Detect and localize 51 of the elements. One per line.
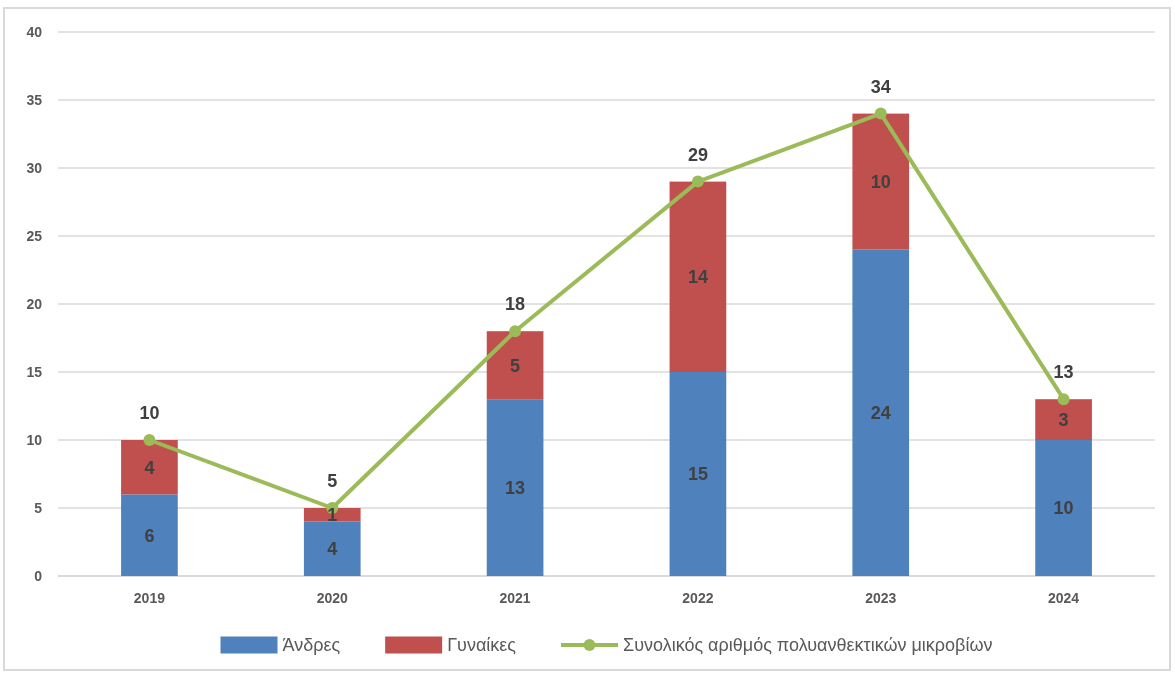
data-label: 29 [687,144,708,165]
x-tick-label: 2024 [1048,590,1080,606]
data-label: 4 [327,539,338,560]
data-label: 24 [870,403,891,424]
bar [486,399,544,576]
point [691,175,704,188]
data-label: 15 [687,464,708,485]
y-tick-label: 20 [26,295,43,312]
y-tick-label: 0 [34,567,43,584]
point [509,325,522,338]
data-label: 34 [870,76,891,97]
y-tick-label: 10 [26,431,43,448]
data-label: 10 [1053,498,1074,519]
bar [852,249,910,576]
bar [121,494,178,576]
bar [121,440,178,495]
y-tick-label: 5 [34,499,43,516]
bar [1035,440,1092,576]
data-label: 3 [1058,409,1069,430]
data-label: 10 [870,171,891,192]
bar [1035,399,1092,440]
y-tick-label: 15 [26,363,43,380]
point [874,107,887,120]
point [143,434,156,446]
x-tick-label: 2023 [865,590,897,606]
y-tick-label: 40 [26,23,43,40]
data-label: 4 [144,457,155,478]
bar [303,521,361,576]
y-tick-label: 30 [26,159,43,176]
point [1057,393,1070,406]
x-tick-label: 2019 [133,590,166,606]
data-label: 6 [144,525,155,546]
data-label: 5 [510,355,521,376]
y-tick-label: 25 [26,227,43,244]
data-label: 18 [505,294,526,315]
y-tick-label: 35 [26,91,43,108]
bar [486,331,544,400]
legend-label: Άνδρες [282,635,341,656]
data-label: 14 [687,267,708,288]
data-label: 10 [139,403,160,423]
x-tick-label: 2022 [682,590,714,606]
bar [669,372,727,576]
legend-label: Γυναίκες [447,635,517,656]
x-tick-label: 2020 [316,590,349,606]
x-tick-label: 2021 [499,590,531,606]
bar [852,113,910,250]
bar [669,181,727,372]
data-label: 5 [327,471,338,491]
legend-label: Συνολικός αριθμός πολυανθεκτικών μικροβίων [623,635,993,656]
data-label: 13 [1053,362,1074,383]
data-label: 13 [505,477,526,498]
